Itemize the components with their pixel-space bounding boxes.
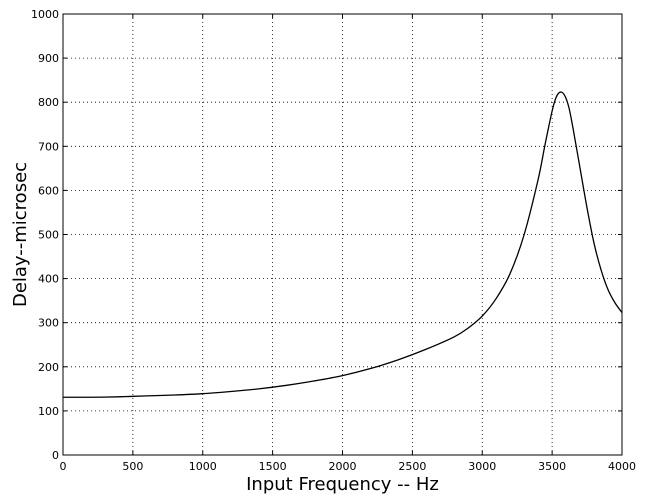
x-axis-label: Input Frequency -- Hz	[246, 474, 439, 495]
y-axis-label: Delay--microsec	[10, 162, 31, 307]
y-tick-label: 0	[52, 449, 59, 462]
ticks: 0 500 1000 1500 2000 2500 3000 3500 4000 0 100 200 3…	[31, 8, 636, 473]
y-tick-label: 600	[38, 184, 59, 197]
y-tick-label: 400	[38, 273, 59, 286]
y-tick-label: 700	[38, 140, 59, 153]
y-tick-label: 500	[38, 229, 59, 242]
grid	[63, 14, 622, 455]
x-tick-label: 500	[122, 460, 143, 473]
x-tick-label: 2000	[329, 460, 357, 473]
delay-series-line	[62, 91, 623, 398]
y-tick-label: 900	[38, 52, 59, 65]
x-tick-label: 3500	[538, 460, 566, 473]
series-layer	[62, 91, 623, 398]
y-tick-label: 200	[38, 361, 59, 374]
y-tick-label: 800	[38, 96, 59, 109]
x-tick-label: 1500	[259, 460, 287, 473]
y-tick-label: 100	[38, 405, 59, 418]
x-tick-label: 0	[60, 460, 67, 473]
x-tick-label: 3000	[468, 460, 496, 473]
x-tick-label: 1000	[189, 460, 217, 473]
y-tick-label: 300	[38, 317, 59, 330]
x-tick-label: 4000	[608, 460, 636, 473]
y-tick-label: 1000	[31, 8, 59, 21]
x-tick-label: 2500	[398, 460, 426, 473]
